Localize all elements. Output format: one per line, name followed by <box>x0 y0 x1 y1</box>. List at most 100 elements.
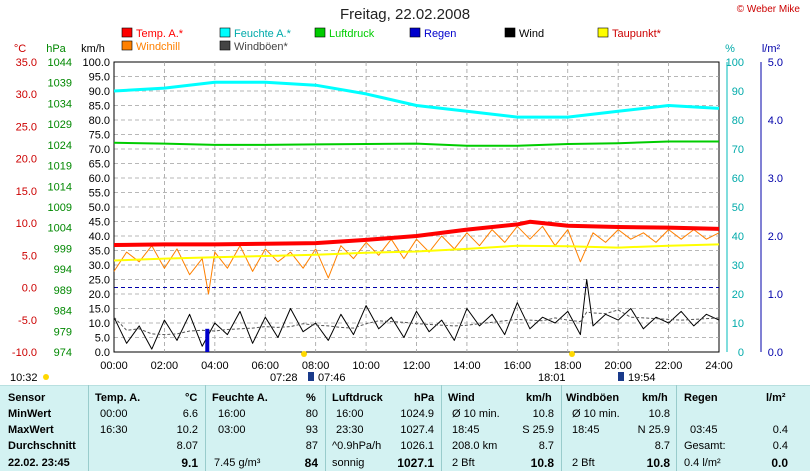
wind-now: 10.8 <box>530 456 554 470</box>
temp-tick-label: -5.0 <box>18 315 37 327</box>
stats-divider <box>325 385 326 471</box>
stats-label-now: 22.02. 23:45 <box>8 457 70 469</box>
luftdruck-min-time: 16:00 <box>336 408 364 420</box>
temp-avg: 8.07 <box>176 440 198 452</box>
stats-panel <box>0 385 810 471</box>
sunrise-time: 07:28 <box>270 372 298 384</box>
legend-swatch <box>314 27 326 38</box>
time-tick-label: 00:00 <box>100 360 128 372</box>
feuchte-max-value: 93 <box>305 424 318 436</box>
hpa-tick-label: 1029 <box>48 119 72 131</box>
stats-label-avg: Durchschnitt <box>8 440 76 452</box>
pct-tick-label: 60 <box>732 173 744 185</box>
pct-tick-label: 80 <box>732 115 744 127</box>
rain-tick-label: 0.0 <box>768 347 783 359</box>
hpa-tick-label: 984 <box>54 306 72 318</box>
feuchte-min-value: 80 <box>305 408 318 420</box>
legend-swatch <box>409 27 421 38</box>
stats-label-max: MaxWert <box>8 424 54 436</box>
chart-area: °C hPa km/h% l/m² 35.0 30.0 25.0 20.0 15.0 10.0 5.… <box>10 27 783 384</box>
wind-10min: 10.8 <box>532 408 554 420</box>
regen-unit: l/m² <box>766 392 786 404</box>
legend-swatch <box>121 40 133 51</box>
hpa-tick-label: 989 <box>54 285 72 297</box>
wind-bft: 2 Bft <box>452 457 475 469</box>
feuchte-avg: 87 <box>305 440 318 452</box>
pct-tick-label: 90 <box>732 86 744 98</box>
temp-tick-label: -10.0 <box>12 347 37 359</box>
luftdruck-now: 1027.1 <box>397 456 434 470</box>
pct-tick-label: 10 <box>732 318 744 330</box>
pct-tick-label: 20 <box>732 289 744 301</box>
temp-tick-label: 30.0 <box>16 89 37 101</box>
legend-swatch <box>504 27 516 38</box>
kmh-tick-label: 55.0 <box>89 188 110 200</box>
windboen-title: Windböen <box>566 392 620 404</box>
time-tick-label: 14:00 <box>453 360 481 372</box>
kmh-tick-label: 50.0 <box>89 202 110 214</box>
kmh-tick-label: 40.0 <box>89 231 110 243</box>
temp-tick-label: 25.0 <box>16 121 37 133</box>
windboen-max-time: 18:45 <box>572 424 600 436</box>
temp-tick-label: 35.0 <box>16 57 37 69</box>
kmh-tick-label: 35.0 <box>89 246 110 258</box>
temp-tick-label: 20.0 <box>16 154 37 166</box>
windboen-unit: km/h <box>642 392 668 404</box>
temp-min-value: 6.6 <box>182 408 198 420</box>
kmh-tick-label: 10.0 <box>89 318 110 330</box>
temp-unit-label: °C <box>14 43 26 55</box>
rain-bar <box>205 328 210 352</box>
luftdruck-max-time: 23:30 <box>336 424 364 436</box>
temp-max-time: 16:30 <box>100 424 128 436</box>
kmh-tick-label: 100.0 <box>82 57 110 69</box>
hpa-tick-label: 1044 <box>48 57 72 69</box>
pct-tick-label: 100 <box>726 57 744 69</box>
rain-tick-label: 2.0 <box>768 231 783 243</box>
temp-tick-label: 5.0 <box>22 250 37 262</box>
sun-time-left: 10:32 <box>10 372 38 384</box>
temp-min-time: 00:00 <box>100 408 128 420</box>
time-tick-label: 04:00 <box>201 360 229 372</box>
legend-label: Windchill <box>136 41 180 53</box>
windboen-bft: 2 Bft <box>572 457 595 469</box>
hpa-tick-label: 1039 <box>48 78 72 90</box>
kmh-tick-label: 80.0 <box>89 115 110 127</box>
hpa-tick-label: 1009 <box>48 202 72 214</box>
series-line <box>113 140 719 147</box>
stats-divider <box>88 385 89 471</box>
rain-tick-label: 3.0 <box>768 173 783 185</box>
wind-distance: 208.0 km <box>452 440 498 452</box>
time-tick-label: 08:00 <box>302 360 330 372</box>
hpa-tick-label: 1014 <box>48 181 72 193</box>
stats-divider <box>205 385 206 471</box>
kmh-tick-label: 75.0 <box>89 130 110 142</box>
sun-marker <box>569 351 575 357</box>
time-tick-label: 24:00 <box>705 360 733 372</box>
luftdruck-title: Luftdruck <box>332 392 383 404</box>
time-tick-label: 22:00 <box>655 360 683 372</box>
legend-label: Regen <box>424 28 456 40</box>
legend-label: Wind <box>519 28 544 40</box>
pct-tick-label: 50 <box>732 202 744 214</box>
time-tick-label: 06:00 <box>251 360 279 372</box>
wind-max-time: 18:45 <box>452 424 480 436</box>
stats-label-min: MinWert <box>8 408 52 420</box>
pct-tick-label: 30 <box>732 260 744 272</box>
chart-title: Freitag, 22.02.2008 <box>339 6 471 23</box>
pct-tick-label: 70 <box>732 144 744 156</box>
luftdruck-unit: hPa <box>414 392 435 404</box>
windboen-now: 10.8 <box>646 456 670 470</box>
feuchte-title: Feuchte A. <box>212 392 268 404</box>
kmh-tick-label: 60.0 <box>89 173 110 185</box>
series-line <box>113 225 720 295</box>
copyright: © Weber Mike <box>736 4 800 15</box>
sunset-time: 18:01 <box>538 372 566 384</box>
legend-swatch <box>219 27 231 38</box>
hpa-tick-label: 1034 <box>48 98 72 110</box>
luftdruck-trend: ^0.9hPa/h <box>332 440 382 452</box>
legend-label: Luftdruck <box>329 28 375 40</box>
wind-avg: 8.7 <box>538 440 554 452</box>
temp-tick-label: 0.0 <box>22 283 37 295</box>
hpa-tick-label: 1004 <box>48 223 72 235</box>
